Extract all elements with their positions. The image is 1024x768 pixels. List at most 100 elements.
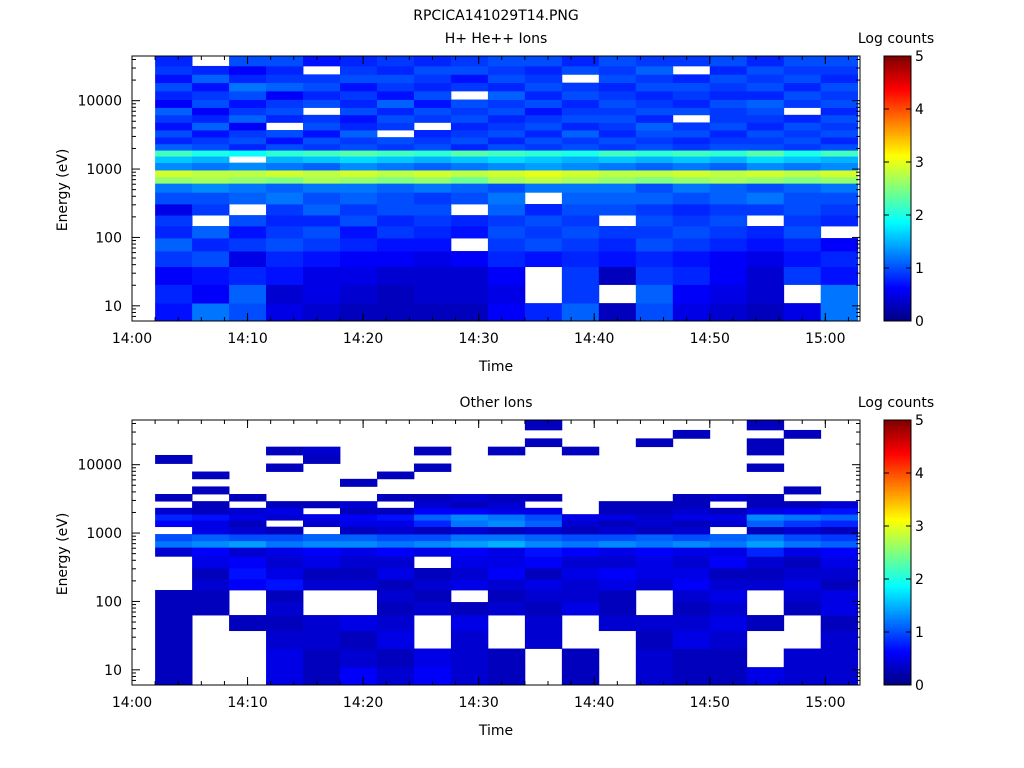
heatmap-cell (635, 507, 674, 515)
heatmap-cell (635, 176, 674, 184)
heatmap-cell (709, 143, 748, 151)
heatmap-cell (746, 420, 785, 431)
colorbar-segment (884, 654, 911, 657)
colorbar-segment (884, 78, 911, 81)
heatmap-cell (303, 114, 341, 123)
heatmap-cell (376, 204, 415, 216)
heatmap-cell (598, 122, 637, 131)
heatmap-cell (450, 579, 489, 591)
heatmap-cell (635, 74, 674, 84)
heatmap-cell (635, 547, 674, 557)
heatmap-cell (303, 130, 341, 138)
colorbar-segment (884, 545, 911, 549)
heatmap-cell (155, 183, 193, 193)
heatmap-cell (266, 156, 304, 164)
heatmap-cell (303, 215, 341, 227)
heatmap-cell (820, 183, 859, 193)
heatmap-cell (266, 648, 304, 668)
heatmap-cell (413, 82, 452, 92)
heatmap-cell (746, 137, 785, 145)
heatmap-cell (598, 162, 637, 171)
heatmap-cell (155, 143, 193, 151)
heatmap-cell (672, 122, 711, 131)
heatmap-cell (746, 65, 785, 75)
heatmap-cell (820, 122, 859, 131)
heatmap-cell (672, 526, 711, 535)
panel-h-he-ions: H+ He++ Ions Log counts Time Energy (eV)… (55, 31, 934, 375)
heatmap-cell (229, 547, 267, 557)
colorbar-segment (884, 587, 911, 591)
heatmap-cell (524, 107, 563, 116)
heatmap-cell (746, 303, 785, 322)
heatmap-cell (303, 454, 341, 464)
heatmap-cell (524, 204, 563, 216)
heatmap-cell (561, 590, 600, 603)
colorbar-segment (884, 550, 911, 553)
heatmap-cell (229, 526, 267, 535)
heatmap-cell (376, 507, 415, 515)
heatmap-cell (635, 215, 674, 227)
heatmap-cell (709, 284, 748, 304)
heatmap-cell (598, 150, 637, 157)
heatmap-cell (672, 130, 711, 138)
colorbar-segment (884, 100, 911, 103)
heatmap-cell (635, 303, 674, 322)
heatmap-cell (376, 520, 415, 528)
heatmap-cell (303, 446, 341, 456)
x-tick-label: 14:30 (458, 695, 498, 711)
heatmap-cell (561, 137, 600, 145)
chart-title: Other Ions (459, 395, 532, 411)
colorbar-segment (884, 58, 911, 61)
colorbar-segment (884, 444, 911, 447)
heatmap-cell (524, 602, 563, 616)
heatmap-cell (229, 176, 267, 184)
heatmap-cell (192, 303, 230, 322)
heatmap-cell (229, 90, 267, 100)
heatmap-cell (340, 526, 378, 535)
colorbar-segment (884, 466, 911, 470)
heatmap-cell (524, 547, 563, 557)
heatmap-cell (155, 204, 193, 216)
heatmap-cell (266, 183, 304, 193)
heatmap-cell (561, 238, 600, 252)
heatmap-cell (598, 226, 637, 239)
heatmap-cell (561, 226, 600, 239)
colorbar-tick-label: 1 (915, 261, 924, 277)
colorbar-segment (884, 281, 911, 284)
heatmap-cell (376, 556, 415, 569)
heatmap-cell (524, 65, 563, 75)
heatmap-cell (229, 534, 267, 542)
heatmap-cell (709, 568, 748, 580)
colorbar-segment (884, 142, 911, 145)
colorbar-segment (884, 237, 911, 240)
heatmap-cell (635, 501, 674, 509)
heatmap-cell (783, 602, 822, 616)
heatmap-cell (376, 526, 415, 535)
heatmap-cell (487, 162, 526, 171)
heatmap-cell (709, 170, 748, 178)
heatmap-cell (303, 156, 341, 164)
heatmap-cell (303, 238, 341, 252)
heatmap-cell (672, 602, 711, 616)
heatmap-cell (783, 215, 822, 227)
heatmap-cell (820, 266, 859, 285)
heatmap-cell (340, 107, 378, 116)
heatmap-cell (487, 122, 526, 131)
heatmap-cell (746, 114, 785, 123)
colorbar-segment (884, 184, 911, 187)
colorbar-label: Log counts (858, 31, 934, 47)
colorbar-segment (884, 486, 911, 489)
heatmap-cell (561, 648, 600, 668)
heatmap-cell (340, 137, 378, 145)
heatmap-cell (820, 65, 859, 75)
heatmap-cell (672, 170, 711, 178)
heatmap-cell (672, 667, 711, 686)
heatmap-cell (413, 602, 452, 616)
heatmap-cell (450, 514, 489, 521)
x-tick-label: 14:00 (112, 331, 152, 347)
heatmap-cell (783, 520, 822, 528)
heatmap-cell (266, 602, 304, 616)
heatmap-cell (783, 568, 822, 580)
heatmap-cell (561, 90, 600, 100)
heatmap-cell (598, 99, 637, 108)
